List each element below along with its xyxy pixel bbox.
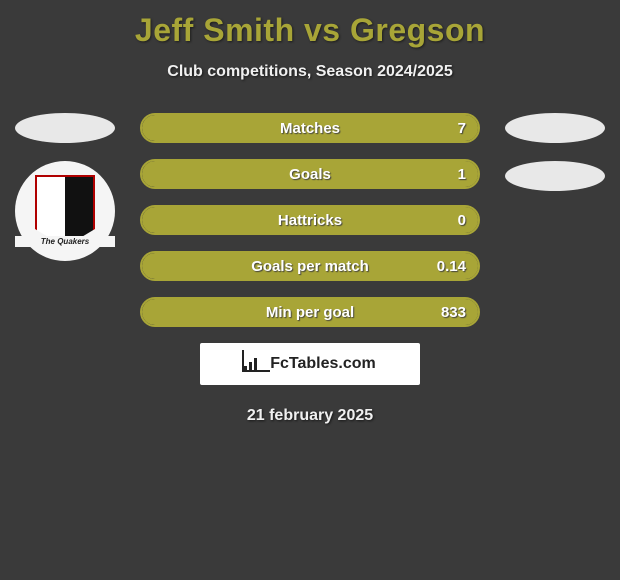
right-club-badge-placeholder (505, 161, 605, 191)
stat-row-matches: Matches 7 (140, 113, 480, 143)
stat-label: Matches (142, 115, 478, 141)
stat-value: 1 (458, 161, 466, 187)
bar-chart-icon (244, 356, 264, 372)
stat-row-min-per-goal: Min per goal 833 (140, 297, 480, 327)
stat-label: Hattricks (142, 207, 478, 233)
stat-row-goals: Goals 1 (140, 159, 480, 189)
stat-value: 0 (458, 207, 466, 233)
stat-label: Min per goal (142, 299, 478, 325)
date-line: 21 february 2025 (0, 407, 620, 425)
right-player-avatar-placeholder (505, 113, 605, 143)
stat-value: 833 (441, 299, 466, 325)
stat-value: 0.14 (437, 253, 466, 279)
subtitle: Club competitions, Season 2024/2025 (0, 63, 620, 81)
left-player-avatar-placeholder (15, 113, 115, 143)
left-club-label: The Quakers (15, 236, 115, 247)
brand-box: FcTables.com (200, 343, 420, 385)
right-player-column (500, 113, 610, 209)
comparison-content: The Quakers Matches 7 Goals 1 Hattricks … (0, 113, 620, 425)
left-club-badge: The Quakers (15, 161, 115, 261)
left-player-column: The Quakers (10, 113, 120, 261)
page-title: Jeff Smith vs Gregson (0, 0, 620, 49)
stat-row-hattricks: Hattricks 0 (140, 205, 480, 235)
stat-value: 7 (458, 115, 466, 141)
stat-label: Goals per match (142, 253, 478, 279)
stat-row-goals-per-match: Goals per match 0.14 (140, 251, 480, 281)
brand-text: FcTables.com (270, 355, 376, 373)
stat-label: Goals (142, 161, 478, 187)
stats-bars: Matches 7 Goals 1 Hattricks 0 Goals per … (140, 113, 480, 327)
